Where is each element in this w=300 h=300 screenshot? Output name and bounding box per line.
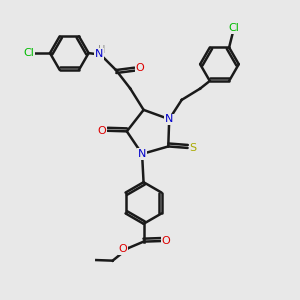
Text: O: O bbox=[162, 236, 170, 246]
Text: Cl: Cl bbox=[23, 48, 34, 58]
Text: S: S bbox=[189, 143, 197, 153]
Text: H: H bbox=[98, 45, 105, 56]
Text: O: O bbox=[118, 244, 127, 254]
Text: Cl: Cl bbox=[228, 23, 239, 34]
Text: N: N bbox=[138, 149, 146, 159]
Text: O: O bbox=[135, 63, 144, 73]
Text: N: N bbox=[95, 49, 103, 59]
Text: N: N bbox=[165, 114, 173, 124]
Text: O: O bbox=[98, 126, 106, 136]
